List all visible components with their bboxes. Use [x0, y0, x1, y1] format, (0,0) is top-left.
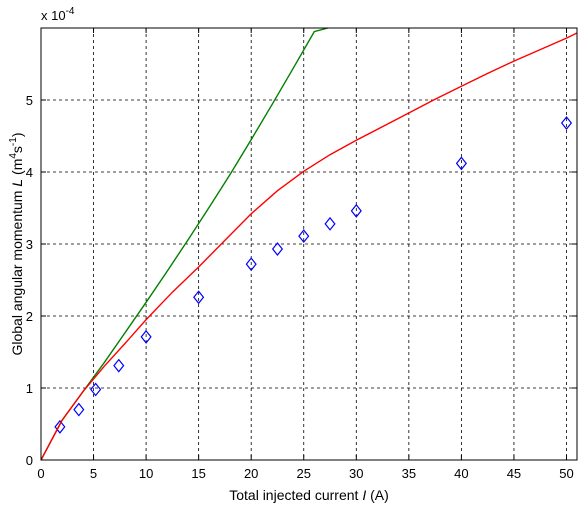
x-tick-label: 15	[191, 466, 205, 481]
data-point-diamond	[298, 229, 310, 244]
x-tick-label: 25	[297, 466, 311, 481]
series-line-2	[41, 32, 577, 460]
data-point-diamond	[271, 242, 284, 257]
data-point-diamond	[350, 203, 362, 218]
data-point-diamond	[455, 156, 467, 171]
y-tick-label: 2	[26, 309, 33, 324]
y-tick-label: 1	[26, 381, 33, 396]
data-point-diamond	[54, 419, 66, 434]
data-point-diamond	[560, 116, 573, 131]
x-tick-label: 35	[402, 466, 416, 481]
y-exponent-label: x 10-4	[41, 6, 75, 23]
data-point-diamond	[193, 290, 205, 305]
x-tick-label: 5	[90, 466, 97, 481]
grid	[41, 28, 577, 460]
x-tick-label: 45	[507, 466, 521, 481]
data-point-diamond	[324, 216, 336, 231]
x-tick-label: 20	[244, 466, 258, 481]
x-tick-label: 10	[139, 466, 153, 481]
data-point-diamond	[113, 358, 125, 373]
x-tick-label: 40	[454, 466, 468, 481]
series-line-1	[41, 28, 329, 460]
y-tick-label: 4	[26, 165, 33, 180]
data-point-diamond	[73, 402, 85, 417]
data-point-diamond	[90, 382, 102, 397]
x-tick-label: 30	[349, 466, 363, 481]
y-tick-label: 5	[26, 93, 33, 108]
x-tick-label: 50	[559, 466, 573, 481]
x-tick-label: 0	[37, 466, 44, 481]
data-point-diamond	[140, 329, 152, 344]
y-tick-label: 3	[26, 237, 33, 252]
series-layer	[41, 28, 577, 460]
y-tick-label: 0	[26, 453, 33, 468]
x-axis-label: Total injected current I (A)	[229, 487, 389, 503]
y-axis-label: Global angular momentum L (m4s-1)	[8, 132, 25, 355]
data-point-diamond	[245, 257, 257, 272]
